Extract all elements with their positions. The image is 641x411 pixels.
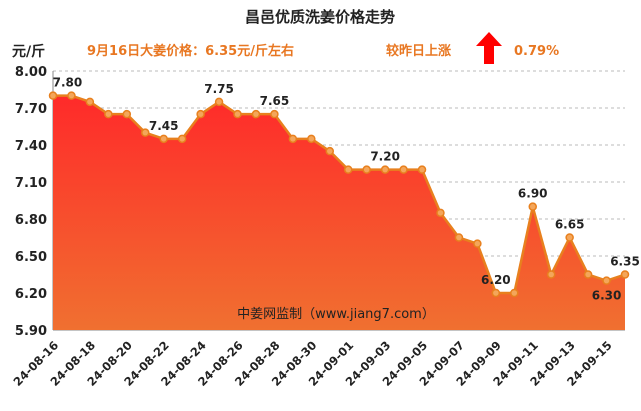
data-point: [325, 146, 335, 156]
y-tick-label: 7.70: [15, 102, 47, 117]
data-label: 6.30: [592, 289, 622, 303]
data-label: 7.45: [149, 119, 179, 133]
y-tick-label: 7.40: [15, 139, 47, 154]
data-point: [417, 165, 427, 174]
y-tick-label: 8.00: [15, 65, 47, 80]
y-tick-label: 6.50: [15, 250, 47, 265]
chart-title: 昌邑优质洗姜价格走势: [245, 8, 395, 26]
data-point: [528, 202, 537, 211]
data-point: [436, 208, 445, 218]
data-point: [620, 270, 630, 279]
data-point: [602, 276, 611, 285]
data-point: [362, 165, 371, 174]
data-label: 6.35: [610, 255, 640, 269]
data-point: [399, 165, 408, 174]
data-label: 7.20: [370, 150, 400, 164]
data-point: [214, 97, 224, 107]
data-point: [141, 128, 150, 137]
price-area: [53, 95, 625, 331]
data-point: [343, 165, 353, 174]
data-point: [104, 109, 113, 119]
data-point: [48, 91, 58, 100]
arrow-up-icon: [476, 32, 502, 64]
data-point: [380, 165, 390, 174]
data-point: [583, 270, 593, 279]
y-tick-labels: 5.90 6.20 6.50 6.80 7.10 7.40 7.70 8.00: [15, 65, 47, 339]
data-label: 7.65: [260, 94, 290, 108]
data-label: 6.20: [481, 273, 511, 287]
watermark-text: 中姜网监制（www.jiang7.com）: [237, 307, 435, 322]
x-tick-labels: 24-08-1624-08-1824-08-2024-08-2224-08-24…: [11, 338, 615, 389]
data-label: 7.80: [53, 76, 83, 90]
data-label: 6.65: [555, 218, 585, 232]
data-point: [491, 288, 501, 298]
data-point: [251, 109, 261, 119]
data-point: [122, 109, 132, 119]
data-label: 7.75: [204, 82, 234, 96]
data-point: [565, 233, 574, 242]
data-point: [288, 134, 298, 144]
price-markers: [48, 91, 630, 298]
data-point: [233, 109, 242, 119]
price-area-fill: [53, 95, 625, 331]
data-label: 6.90: [518, 187, 548, 201]
y-tick-label: 5.90: [15, 324, 47, 339]
data-point: [510, 288, 519, 298]
change-info-text: 较昨日上涨: [386, 43, 451, 59]
data-labels: 7.80 7.45 7.75 7.65 7.20 6.20 6.90 6.65 6.30 6.35: [53, 76, 640, 303]
data-point: [67, 91, 76, 100]
y-tick-label: 7.10: [15, 176, 47, 191]
data-point: [85, 97, 95, 107]
y-tick-label: 6.20: [15, 287, 47, 302]
data-point: [177, 134, 187, 144]
data-point: [307, 134, 316, 144]
data-point: [473, 239, 482, 248]
data-point: [159, 134, 168, 144]
data-point: [270, 109, 279, 119]
y-tick-label: 6.80: [15, 213, 47, 228]
data-point: [454, 233, 464, 242]
data-point: [196, 109, 205, 119]
data-point: [546, 270, 556, 279]
price-info-text: 9月16日大姜价格：6.35元/斤左右: [87, 43, 294, 59]
change-percent-text: 0.79%: [514, 44, 559, 59]
y-axis-unit-label: 元/斤: [12, 43, 45, 60]
